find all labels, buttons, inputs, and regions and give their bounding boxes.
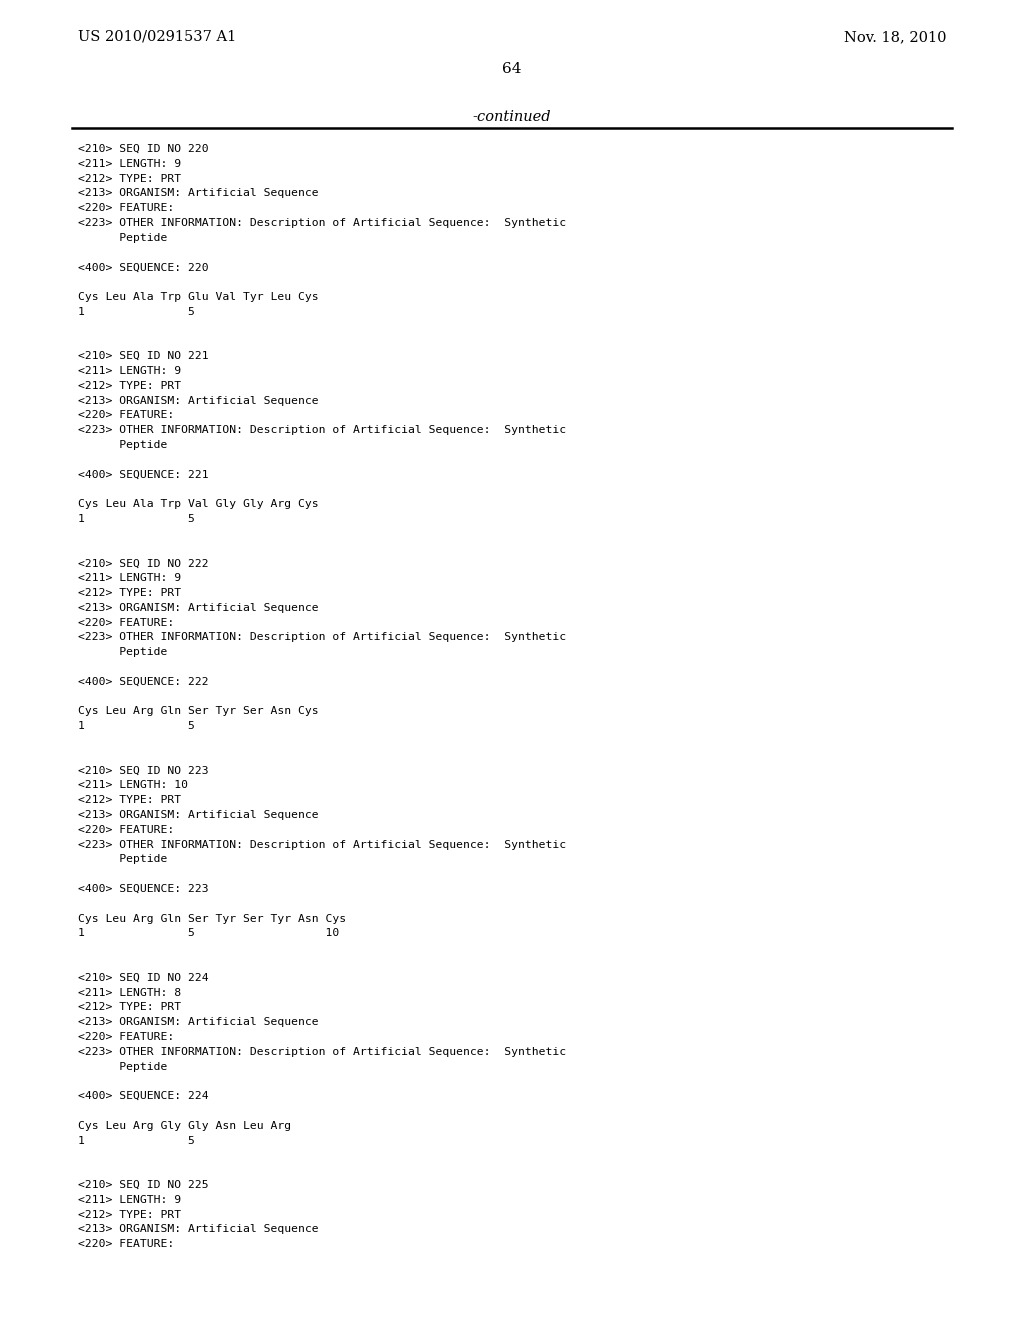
Text: <400> SEQUENCE: 222: <400> SEQUENCE: 222: [78, 677, 209, 686]
Text: <400> SEQUENCE: 221: <400> SEQUENCE: 221: [78, 470, 209, 479]
Text: Peptide: Peptide: [78, 854, 167, 865]
Text: Nov. 18, 2010: Nov. 18, 2010: [844, 30, 946, 44]
Text: Cys Leu Arg Gly Gly Asn Leu Arg: Cys Leu Arg Gly Gly Asn Leu Arg: [78, 1121, 291, 1131]
Text: <210> SEQ ID NO 225: <210> SEQ ID NO 225: [78, 1180, 209, 1191]
Text: <212> TYPE: PRT: <212> TYPE: PRT: [78, 795, 181, 805]
Text: <220> FEATURE:: <220> FEATURE:: [78, 411, 174, 420]
Text: <220> FEATURE:: <220> FEATURE:: [78, 1239, 174, 1249]
Text: <223> OTHER INFORMATION: Description of Artificial Sequence:  Synthetic: <223> OTHER INFORMATION: Description of …: [78, 1047, 566, 1057]
Text: <213> ORGANISM: Artificial Sequence: <213> ORGANISM: Artificial Sequence: [78, 189, 318, 198]
Text: <210> SEQ ID NO 220: <210> SEQ ID NO 220: [78, 144, 209, 154]
Text: <212> TYPE: PRT: <212> TYPE: PRT: [78, 174, 181, 183]
Text: <210> SEQ ID NO 224: <210> SEQ ID NO 224: [78, 973, 209, 983]
Text: <212> TYPE: PRT: <212> TYPE: PRT: [78, 380, 181, 391]
Text: <213> ORGANISM: Artificial Sequence: <213> ORGANISM: Artificial Sequence: [78, 396, 318, 405]
Text: <223> OTHER INFORMATION: Description of Artificial Sequence:  Synthetic: <223> OTHER INFORMATION: Description of …: [78, 840, 566, 850]
Text: 1               5: 1 5: [78, 306, 195, 317]
Text: Cys Leu Ala Trp Val Gly Gly Arg Cys: Cys Leu Ala Trp Val Gly Gly Arg Cys: [78, 499, 318, 510]
Text: <210> SEQ ID NO 223: <210> SEQ ID NO 223: [78, 766, 209, 776]
Text: <211> LENGTH: 9: <211> LENGTH: 9: [78, 573, 181, 583]
Text: <210> SEQ ID NO 222: <210> SEQ ID NO 222: [78, 558, 209, 569]
Text: <211> LENGTH: 10: <211> LENGTH: 10: [78, 780, 188, 791]
Text: <400> SEQUENCE: 224: <400> SEQUENCE: 224: [78, 1092, 209, 1101]
Text: <223> OTHER INFORMATION: Description of Artificial Sequence:  Synthetic: <223> OTHER INFORMATION: Description of …: [78, 218, 566, 228]
Text: 1               5: 1 5: [78, 721, 195, 731]
Text: <211> LENGTH: 9: <211> LENGTH: 9: [78, 366, 181, 376]
Text: <220> FEATURE:: <220> FEATURE:: [78, 203, 174, 214]
Text: <400> SEQUENCE: 220: <400> SEQUENCE: 220: [78, 263, 209, 272]
Text: -continued: -continued: [473, 110, 551, 124]
Text: <210> SEQ ID NO 221: <210> SEQ ID NO 221: [78, 351, 209, 362]
Text: <213> ORGANISM: Artificial Sequence: <213> ORGANISM: Artificial Sequence: [78, 1225, 318, 1234]
Text: Peptide: Peptide: [78, 1061, 167, 1072]
Text: <223> OTHER INFORMATION: Description of Artificial Sequence:  Synthetic: <223> OTHER INFORMATION: Description of …: [78, 425, 566, 436]
Text: <211> LENGTH: 9: <211> LENGTH: 9: [78, 1195, 181, 1205]
Text: <400> SEQUENCE: 223: <400> SEQUENCE: 223: [78, 884, 209, 894]
Text: Cys Leu Ala Trp Glu Val Tyr Leu Cys: Cys Leu Ala Trp Glu Val Tyr Leu Cys: [78, 292, 318, 302]
Text: <213> ORGANISM: Artificial Sequence: <213> ORGANISM: Artificial Sequence: [78, 1018, 318, 1027]
Text: <220> FEATURE:: <220> FEATURE:: [78, 618, 174, 627]
Text: <211> LENGTH: 8: <211> LENGTH: 8: [78, 987, 181, 998]
Text: 64: 64: [502, 62, 522, 77]
Text: <212> TYPE: PRT: <212> TYPE: PRT: [78, 1209, 181, 1220]
Text: Peptide: Peptide: [78, 232, 167, 243]
Text: <220> FEATURE:: <220> FEATURE:: [78, 825, 174, 834]
Text: 1               5: 1 5: [78, 1135, 195, 1146]
Text: Peptide: Peptide: [78, 440, 167, 450]
Text: <220> FEATURE:: <220> FEATURE:: [78, 1032, 174, 1041]
Text: <213> ORGANISM: Artificial Sequence: <213> ORGANISM: Artificial Sequence: [78, 603, 318, 612]
Text: <211> LENGTH: 9: <211> LENGTH: 9: [78, 158, 181, 169]
Text: Cys Leu Arg Gln Ser Tyr Ser Asn Cys: Cys Leu Arg Gln Ser Tyr Ser Asn Cys: [78, 706, 318, 717]
Text: 1               5: 1 5: [78, 513, 195, 524]
Text: Peptide: Peptide: [78, 647, 167, 657]
Text: <212> TYPE: PRT: <212> TYPE: PRT: [78, 587, 181, 598]
Text: <212> TYPE: PRT: <212> TYPE: PRT: [78, 1002, 181, 1012]
Text: 1               5                   10: 1 5 10: [78, 928, 339, 939]
Text: <213> ORGANISM: Artificial Sequence: <213> ORGANISM: Artificial Sequence: [78, 810, 318, 820]
Text: <223> OTHER INFORMATION: Description of Artificial Sequence:  Synthetic: <223> OTHER INFORMATION: Description of …: [78, 632, 566, 643]
Text: US 2010/0291537 A1: US 2010/0291537 A1: [78, 30, 237, 44]
Text: Cys Leu Arg Gln Ser Tyr Ser Tyr Asn Cys: Cys Leu Arg Gln Ser Tyr Ser Tyr Asn Cys: [78, 913, 346, 924]
